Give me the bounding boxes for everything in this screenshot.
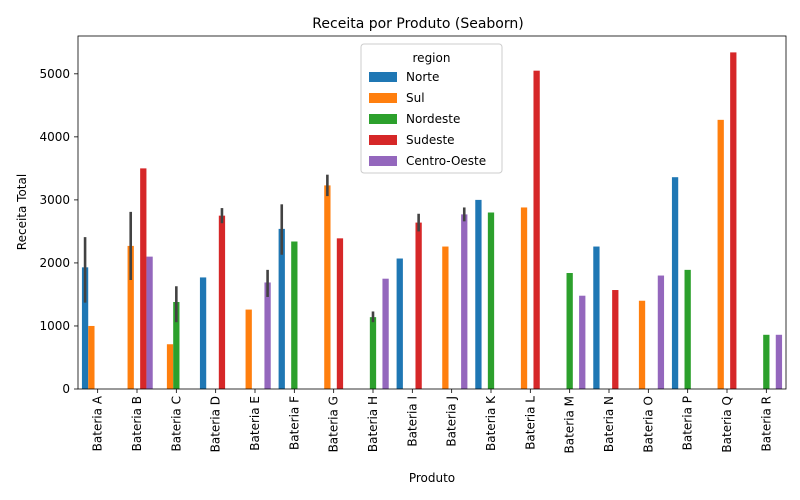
bar [717,119,724,389]
error-bars-layer [83,174,466,323]
x-axis-label: Produto [409,471,455,485]
bar [199,277,207,389]
x-tick-label: Bateria N [602,396,616,452]
x-tick-label: Bateria F [287,396,301,450]
y-tick-label: 1000 [39,319,70,333]
legend-label: Centro-Oeste [406,154,486,168]
bar [278,228,285,389]
bar [475,199,482,389]
bar [369,317,377,389]
x-tick-label: Bateria K [484,395,498,451]
bar [146,256,153,390]
x-ticks: Bateria A Bateria B Bateria C Bateria D Bate… [91,389,773,453]
legend-title: region [413,51,451,65]
x-tick-label: Bateria G [327,396,341,452]
x-tick-label: Bateria L [523,396,537,450]
bar [127,245,134,389]
y-axis-label: Receita Total [15,174,29,250]
legend-swatch [369,93,397,103]
bar [415,222,422,389]
bar [763,334,770,389]
x-tick-label: Bateria D [209,396,223,452]
x-tick-label: Bateria A [91,395,105,451]
x-tick-label: Bateria H [366,396,380,452]
x-tick-label: Bateria B [130,396,144,451]
y-ticks: 0 1000 2000 3000 4000 5000 [39,67,78,396]
x-tick-label: Bateria E [248,396,262,451]
plot-frame [77,35,787,390]
x-tick-label: Bateria O [641,396,655,453]
bar [81,267,89,389]
bar [533,70,540,390]
legend-swatch [369,72,397,82]
chart-title: Receita por Produto (Seaborn) [312,16,523,32]
legend-items: Norte Sul Nordeste Sudeste Centro-Oeste [369,70,486,168]
bar [579,295,586,389]
bar [336,238,344,389]
bar [520,207,528,389]
legend-swatch [369,135,397,145]
y-tick-label: 5000 [39,67,70,81]
legend-swatch [369,114,397,124]
bar [382,278,389,389]
x-tick-label: Bateria I [405,396,419,447]
bar [245,309,252,389]
legend-label: Norte [406,70,439,84]
legend-label: Sul [406,91,425,105]
bar [88,325,95,389]
x-tick-label: Bateria J [445,396,459,447]
legend-label: Sudeste [406,133,455,147]
axes-layer [77,35,787,390]
bar [442,246,449,389]
legend-swatch [369,156,397,166]
x-tick-label: Bateria R [759,396,773,451]
x-tick-label: Bateria Q [720,396,734,453]
bar [218,215,226,389]
bar [396,258,403,389]
y-tick-label: 0 [62,382,70,396]
bar [291,241,298,389]
bar [612,290,619,389]
x-tick-label: Bateria M [563,396,577,453]
bar [324,185,331,389]
bar [593,246,600,389]
y-tick-label: 2000 [39,256,70,270]
x-tick-label: Bateria C [169,396,183,452]
bar [173,302,180,389]
bar [657,275,665,389]
bar [166,344,174,389]
y-tick-label: 3000 [39,193,70,207]
bar [487,212,495,389]
bar [264,282,271,389]
bar [671,177,679,389]
bar [566,273,573,389]
bar [461,214,468,389]
legend: region Norte Sul Nordeste Sudeste Centro-Oes… [360,43,503,174]
y-tick-label: 4000 [39,130,70,144]
bar [775,334,783,389]
bar [730,52,737,389]
legend-label: Nordeste [406,112,460,126]
bar [140,168,147,390]
x-tick-label: Bateria P [681,396,695,450]
bar [684,269,691,389]
bar [638,300,646,389]
bars-layer [81,52,783,390]
